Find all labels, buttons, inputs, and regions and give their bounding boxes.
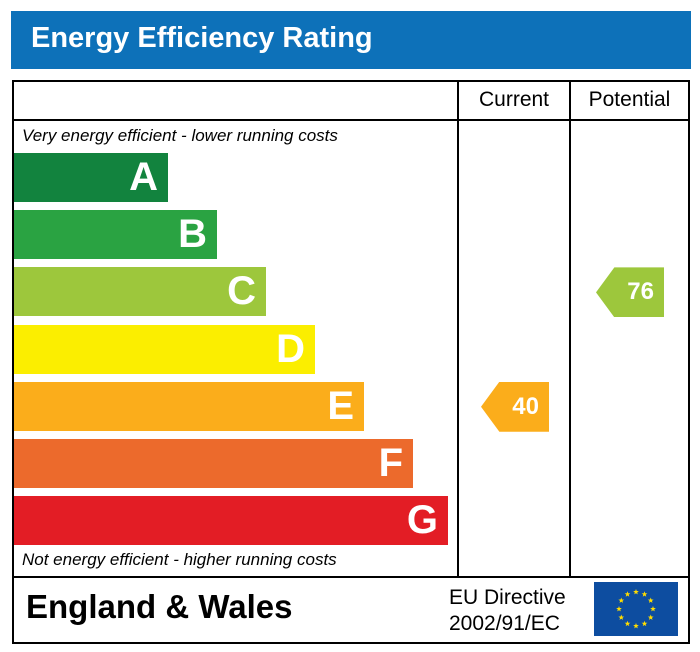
directive-line-1: EU Directive: [449, 586, 566, 609]
eu-star-icon: [616, 606, 622, 612]
footer-divider: [12, 576, 688, 578]
region-label: England & Wales: [26, 588, 293, 625]
eu-star-icon: [650, 606, 656, 612]
band-e: E: [14, 381, 364, 431]
band-g: G: [14, 496, 448, 546]
eu-star-icon: [618, 597, 625, 603]
chart-title: Energy Efficiency Rating: [31, 22, 373, 54]
current-rating-value: 40: [512, 392, 539, 420]
band-letter: B: [178, 212, 207, 257]
potential-rating-value: 76: [627, 278, 654, 306]
band-letter: F: [378, 441, 403, 485]
band-a: A: [14, 153, 168, 202]
bottom-note: Not energy efficient - higher running co…: [22, 550, 337, 569]
eu-star-icon: [618, 614, 625, 620]
top-note: Very energy efficient - lower running co…: [22, 126, 338, 145]
band-d: D: [14, 324, 315, 374]
eu-star-icon: [633, 589, 639, 595]
eu-star-icon: [641, 591, 648, 597]
potential-column-divider: [569, 80, 571, 576]
directive-line-2: 2002/91/EC: [449, 612, 560, 635]
band-letter: G: [406, 498, 438, 543]
eu-star-icon: [624, 620, 631, 627]
current-column-divider: [457, 80, 459, 576]
band-f: F: [14, 439, 413, 488]
title-bar: Energy Efficiency Rating: [11, 11, 691, 69]
band-letter: A: [129, 155, 158, 199]
band-letter: C: [227, 269, 256, 314]
eu-star-icon: [624, 591, 631, 597]
eu-star-icon: [641, 620, 648, 627]
rating-frame: [12, 80, 690, 644]
eu-star-icon: [647, 614, 654, 620]
eu-star-icon: [647, 597, 654, 603]
current-column-header: Current: [478, 88, 550, 111]
eu-flag-icon: [594, 582, 678, 636]
header-divider: [12, 119, 688, 121]
band-letter: E: [327, 383, 354, 428]
potential-column-header: Potential: [588, 88, 671, 111]
band-b: B: [14, 210, 217, 260]
eu-star-icon: [633, 623, 639, 629]
band-c: C: [14, 267, 266, 317]
band-letter: D: [276, 326, 305, 371]
